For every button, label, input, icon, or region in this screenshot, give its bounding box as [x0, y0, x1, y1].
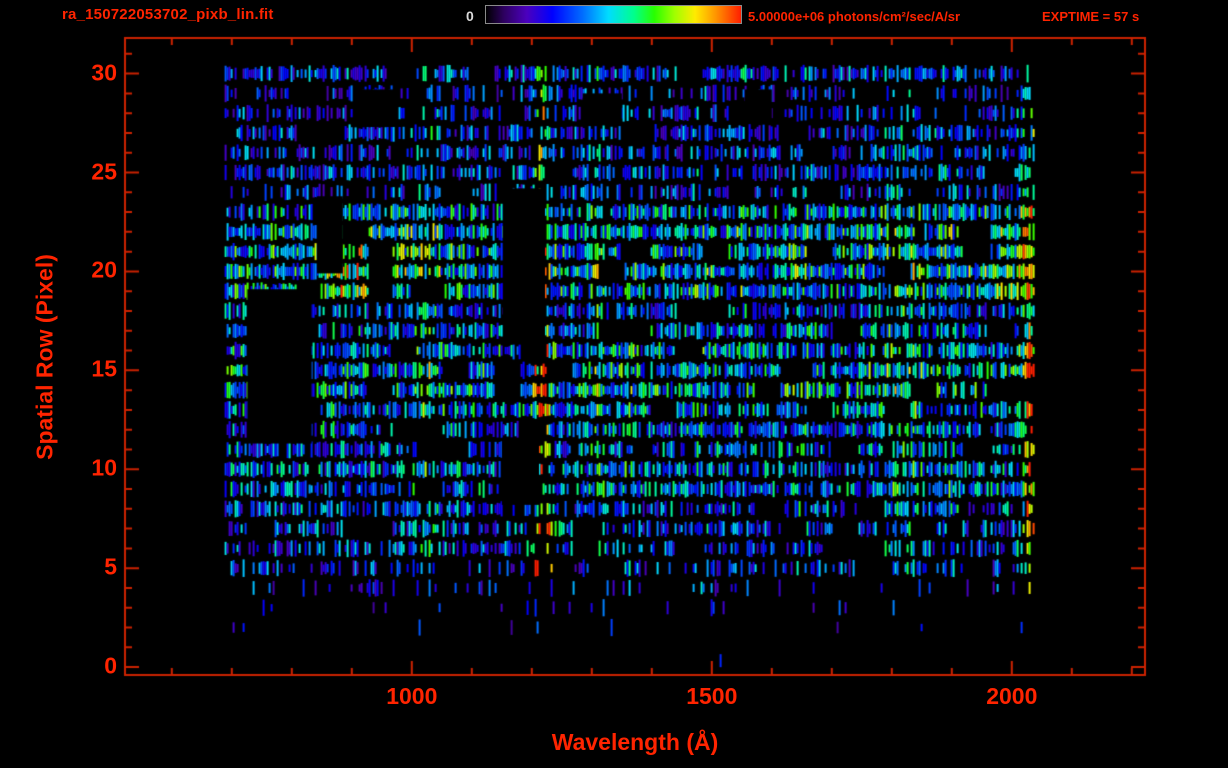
- y-axis-title: Spatial Row (Pixel): [31, 254, 58, 460]
- fits-filename: ra_150722053702_pixb_lin.fit: [62, 6, 274, 23]
- colorbar-gradient: [485, 5, 742, 24]
- colorbar-max-label: 5.00000e+06 photons/cm²/sec/A/sr: [748, 9, 961, 24]
- x-axis-title: Wavelength (Å): [551, 729, 719, 755]
- exptime-label: EXPTIME = 57 s: [1042, 9, 1140, 24]
- colorbar-min-label: 0: [466, 8, 474, 24]
